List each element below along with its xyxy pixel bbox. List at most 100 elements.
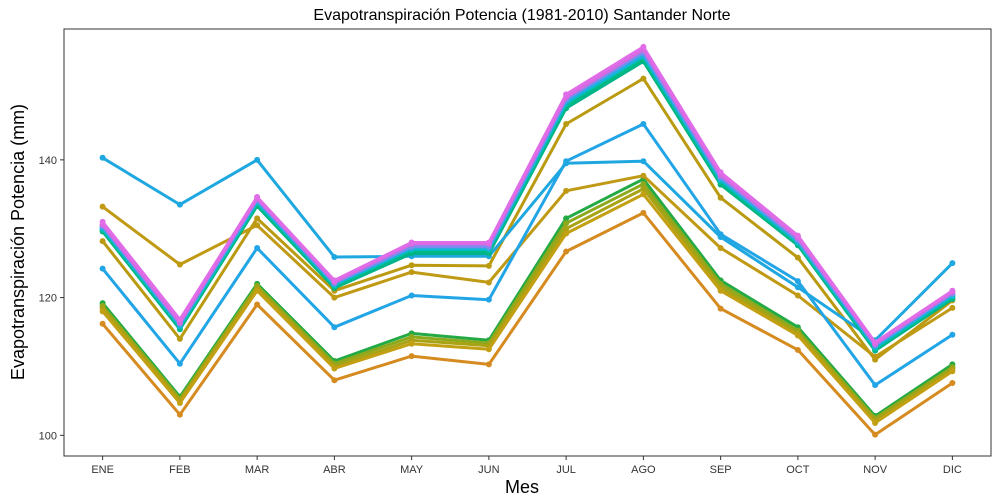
data-point bbox=[563, 248, 570, 255]
data-point bbox=[408, 262, 415, 269]
data-point bbox=[640, 172, 647, 179]
data-point bbox=[949, 287, 956, 294]
x-tick-label: ENE bbox=[91, 464, 114, 476]
data-point bbox=[485, 361, 492, 368]
data-point bbox=[563, 160, 570, 167]
data-point bbox=[254, 301, 261, 308]
data-point bbox=[176, 411, 183, 418]
data-point bbox=[717, 305, 724, 312]
series-layer bbox=[99, 43, 956, 438]
data-point bbox=[717, 287, 724, 294]
series-15 bbox=[99, 209, 956, 438]
y-tick-label: 140 bbox=[39, 155, 57, 167]
data-point bbox=[408, 269, 415, 276]
data-point bbox=[99, 238, 106, 245]
x-tick-label: NOV bbox=[863, 464, 888, 476]
data-point bbox=[794, 232, 801, 239]
data-point bbox=[872, 339, 879, 346]
data-point bbox=[563, 220, 570, 227]
data-point bbox=[176, 201, 183, 208]
data-point bbox=[794, 332, 801, 339]
series-line bbox=[101, 174, 954, 359]
data-point bbox=[949, 331, 956, 338]
chart-title: Evapotranspiración Potencia (1981-2010) … bbox=[313, 7, 730, 24]
data-point bbox=[254, 245, 261, 252]
x-tick-label: JUL bbox=[556, 464, 576, 476]
data-point bbox=[949, 304, 956, 311]
data-point bbox=[640, 43, 647, 50]
y-tick-label: 120 bbox=[39, 293, 57, 305]
series-line bbox=[101, 156, 954, 342]
data-point bbox=[408, 340, 415, 347]
series-line bbox=[101, 122, 954, 387]
data-point bbox=[563, 91, 570, 98]
data-point bbox=[872, 353, 879, 360]
x-axis: ENE FEB MAR ABR MAY JUN JUL AGO SEP OCT NOV DIC bbox=[91, 456, 962, 476]
y-axis-title: Evapotranspiración Potencia (mm) bbox=[8, 104, 28, 380]
data-point bbox=[331, 277, 338, 284]
x-tick-label: AGO bbox=[631, 464, 656, 476]
data-point bbox=[640, 158, 647, 165]
series-line bbox=[101, 77, 954, 362]
data-point bbox=[408, 239, 415, 246]
data-point bbox=[485, 346, 492, 353]
x-tick-label: DIC bbox=[943, 464, 962, 476]
x-tick-label: OCT bbox=[786, 464, 810, 476]
x-axis-title: Mes bbox=[505, 477, 539, 497]
data-point bbox=[794, 254, 801, 261]
series-0 bbox=[99, 43, 956, 346]
data-point bbox=[717, 194, 724, 201]
data-point bbox=[640, 180, 647, 187]
data-point bbox=[99, 308, 106, 315]
data-point bbox=[563, 187, 570, 194]
data-point bbox=[872, 431, 879, 438]
data-point bbox=[640, 185, 647, 192]
data-point bbox=[640, 191, 647, 198]
data-point bbox=[717, 169, 724, 176]
y-tick-label: 100 bbox=[39, 430, 57, 442]
data-point bbox=[485, 262, 492, 269]
data-point bbox=[254, 156, 261, 163]
data-point bbox=[176, 316, 183, 323]
data-point bbox=[640, 75, 647, 82]
data-point bbox=[794, 346, 801, 353]
data-point bbox=[485, 279, 492, 286]
data-point bbox=[949, 379, 956, 386]
series-line bbox=[101, 211, 954, 437]
data-point bbox=[872, 382, 879, 389]
plot-panel bbox=[63, 28, 992, 457]
data-point bbox=[99, 154, 106, 161]
series-line bbox=[101, 45, 954, 344]
series-9 bbox=[99, 172, 956, 360]
data-point bbox=[176, 399, 183, 406]
data-point bbox=[408, 292, 415, 299]
data-point bbox=[331, 324, 338, 331]
data-point bbox=[331, 294, 338, 301]
data-point bbox=[254, 215, 261, 222]
x-tick-label: JUN bbox=[478, 464, 499, 476]
data-point bbox=[640, 121, 647, 128]
series-line bbox=[101, 192, 954, 425]
data-point bbox=[99, 203, 106, 210]
data-point bbox=[99, 218, 106, 225]
data-point bbox=[176, 360, 183, 367]
data-point bbox=[563, 225, 570, 232]
data-point bbox=[563, 230, 570, 237]
x-tick-label: FEB bbox=[169, 464, 190, 476]
data-point bbox=[794, 292, 801, 299]
data-point bbox=[794, 278, 801, 285]
data-point bbox=[563, 121, 570, 128]
data-point bbox=[949, 368, 956, 375]
data-point bbox=[717, 233, 724, 240]
data-point bbox=[331, 377, 338, 384]
data-point bbox=[331, 365, 338, 372]
data-point bbox=[176, 335, 183, 342]
x-tick-label: MAY bbox=[400, 464, 424, 476]
data-point bbox=[485, 296, 492, 303]
x-tick-label: MAR bbox=[245, 464, 270, 476]
series-11 bbox=[99, 191, 956, 426]
data-point bbox=[254, 222, 261, 229]
x-tick-label: SEP bbox=[710, 464, 732, 476]
data-point bbox=[872, 419, 879, 426]
